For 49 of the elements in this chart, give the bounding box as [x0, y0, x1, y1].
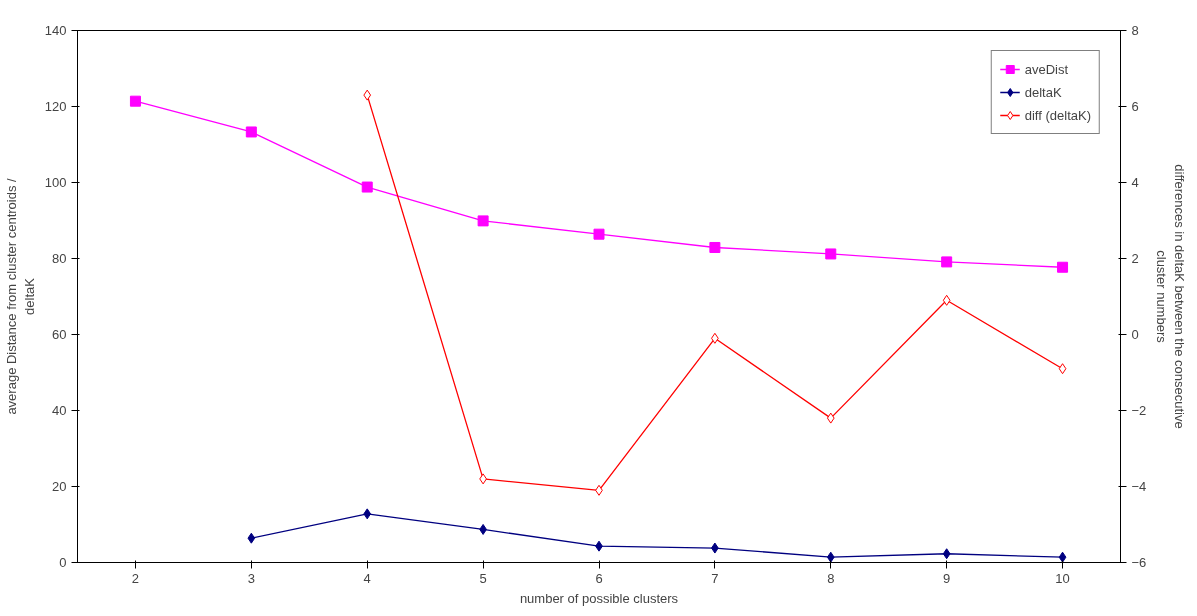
y-tick-label: 80 [52, 251, 67, 266]
y-axis-title: average Distance from cluster centroids / deltaK [3, 177, 37, 415]
x-tick-label: 6 [595, 570, 603, 586]
point [245, 126, 257, 138]
x-tick-label: 3 [247, 570, 255, 586]
point [593, 228, 605, 240]
point [941, 256, 953, 268]
x-tick-label: 4 [363, 570, 371, 586]
point [942, 548, 951, 560]
y-tick-label: 140 [44, 23, 67, 38]
y2-tick-label: −4 [1131, 479, 1147, 494]
y-tick-label: 0 [59, 555, 67, 570]
point [363, 89, 372, 101]
x-tick-label: 10 [1055, 570, 1070, 586]
x-tick-label: 2 [131, 570, 140, 586]
y-tick-label: 20 [52, 479, 67, 494]
y2-axis-title: differences in deltaK between the consecutive cluster numbers [1154, 164, 1188, 429]
y-tick-label: 40 [52, 403, 67, 418]
point [826, 412, 835, 424]
x-tick-label: 7 [711, 570, 719, 586]
y-tick-label: 60 [52, 327, 67, 342]
x-axis-title: number of possible clusters [519, 590, 679, 606]
point [1057, 261, 1069, 273]
point [363, 508, 372, 520]
point [826, 551, 835, 563]
legend-label: deltaK [1024, 84, 1062, 100]
y-tick-label: 120 [44, 99, 67, 114]
y-tick-label: 100 [44, 175, 67, 190]
x-tick-label: 5 [479, 570, 487, 586]
point [1058, 363, 1067, 375]
y2-tick-label: −2 [1131, 403, 1147, 418]
y2-tick-label: 8 [1131, 23, 1139, 38]
y2-tick-label: 6 [1131, 99, 1139, 114]
y2-tick-label: 0 [1131, 327, 1139, 342]
y2-tick-label: −6 [1131, 555, 1147, 570]
point [1058, 551, 1067, 563]
point [361, 181, 373, 193]
point [709, 241, 721, 253]
point [247, 532, 256, 544]
x-tick-label: 8 [827, 570, 835, 586]
point [942, 294, 951, 306]
y2-tick-label: 2 [1131, 251, 1139, 266]
point [129, 95, 141, 107]
legend-label: aveDist [1024, 61, 1069, 77]
point [477, 215, 489, 227]
x-tick-label: 9 [943, 570, 951, 586]
y2-tick-label: 4 [1131, 175, 1139, 190]
point [825, 248, 837, 260]
legend-label: diff (deltaK) [1024, 107, 1091, 123]
